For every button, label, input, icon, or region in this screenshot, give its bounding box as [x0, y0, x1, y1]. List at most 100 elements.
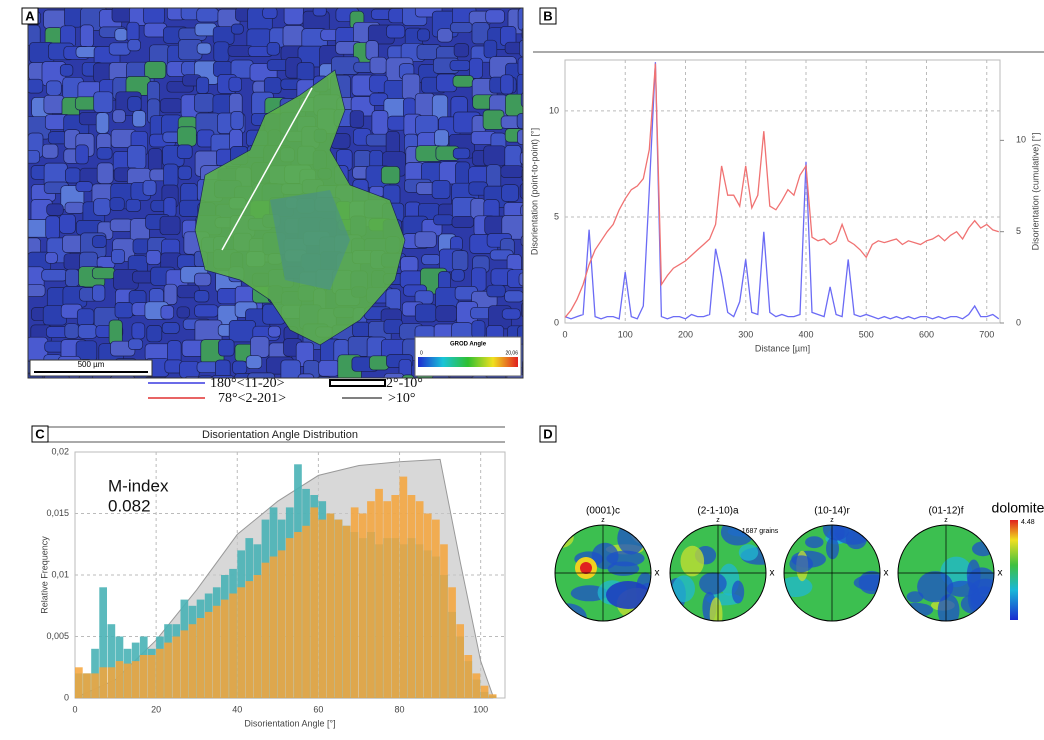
- grain: [148, 148, 163, 173]
- grain: [59, 213, 76, 234]
- pole-figure: [555, 525, 651, 621]
- grain: [369, 355, 390, 371]
- histogram-bar: [261, 562, 270, 698]
- y-tick-label: 5: [554, 211, 559, 221]
- panel-letter: C: [35, 426, 45, 441]
- x-axis-label: Disorientation Angle [°]: [244, 718, 335, 728]
- colorbar-min: 0: [420, 350, 423, 356]
- grain: [449, 59, 471, 71]
- histogram-bar: [91, 673, 99, 698]
- histogram-bar: [188, 624, 197, 698]
- grain: [159, 98, 183, 114]
- grain: [520, 92, 523, 108]
- x-tick-label: 80: [395, 704, 405, 714]
- grain: [414, 303, 437, 323]
- pole-label: (01-12)f: [928, 506, 963, 517]
- grain: [522, 293, 523, 309]
- grain: [266, 42, 280, 56]
- colorbar-max: 20,06: [505, 350, 518, 356]
- x-tick-label: 700: [979, 329, 994, 339]
- phase-label: dolomite: [992, 500, 1044, 516]
- grain: [177, 126, 197, 147]
- grain: [230, 111, 244, 130]
- grain: [108, 42, 131, 56]
- grain: [46, 80, 62, 96]
- grain: [184, 375, 204, 378]
- panel-letter-box: [21, 7, 39, 25]
- histogram-bar: [172, 636, 181, 698]
- histogram-bar: [204, 611, 213, 698]
- grain: [312, 8, 327, 17]
- grain: [349, 110, 365, 129]
- histogram-bar: [164, 642, 172, 698]
- grain: [28, 78, 44, 94]
- legend-label: >10°: [388, 391, 416, 406]
- grain: [471, 320, 486, 339]
- data-line: [564, 63, 999, 318]
- y-tick-label: 0: [64, 692, 69, 702]
- grain: [197, 375, 214, 378]
- grain: [45, 251, 58, 264]
- y-tick-label: 0,02: [51, 446, 69, 456]
- grain: [112, 109, 126, 124]
- grain: [193, 290, 210, 303]
- pole-density: [617, 525, 646, 555]
- grain: [196, 42, 212, 55]
- grain: [127, 145, 147, 170]
- grain: [64, 201, 85, 214]
- grain: [455, 161, 471, 186]
- y2-tick-label: 0: [1016, 317, 1021, 327]
- grain: [232, 360, 248, 375]
- x-axis-label: Distance [µm]: [755, 343, 810, 353]
- grain: [352, 321, 371, 338]
- grain: [77, 324, 98, 339]
- x-tick-label: 300: [738, 329, 753, 339]
- x-tick-label: 60: [313, 704, 323, 714]
- grain: [505, 93, 523, 117]
- grain: [41, 143, 59, 159]
- grain: [521, 27, 523, 40]
- legend-label: 78°<2-201>: [218, 391, 286, 406]
- histogram-bar: [456, 624, 464, 698]
- histogram-bar: [448, 587, 456, 698]
- pole-label: (0001)c: [586, 506, 620, 517]
- grain: [519, 39, 523, 58]
- x-tick-label: 0: [562, 329, 567, 339]
- grain: [75, 181, 93, 193]
- grain: [28, 149, 40, 164]
- grain: [109, 197, 125, 211]
- grain: [114, 28, 128, 42]
- grain: [519, 183, 523, 200]
- grain: [486, 284, 506, 298]
- grain: [218, 339, 235, 357]
- grain: [453, 43, 470, 58]
- grain: [501, 308, 521, 320]
- histogram-bar: [237, 587, 245, 698]
- grain: [452, 75, 474, 88]
- grain: [114, 302, 134, 319]
- pole-density: [709, 597, 723, 621]
- grain: [92, 235, 107, 248]
- data-line: [564, 62, 1000, 320]
- colorbar-box: [414, 336, 522, 377]
- grain: [371, 110, 389, 136]
- pole-figure: [670, 525, 766, 621]
- histogram-bar: [115, 661, 124, 698]
- histogram-bar: [383, 501, 391, 698]
- grain: [177, 165, 192, 180]
- grain: [41, 269, 68, 282]
- map-frame: [27, 7, 524, 379]
- grain: [59, 64, 74, 77]
- pole-density: [607, 561, 640, 576]
- panel-letter-box: [31, 425, 49, 443]
- grain: [91, 267, 116, 280]
- histogram-bar: [472, 673, 481, 698]
- pole-density: [845, 529, 867, 550]
- y-tick-label: 10: [549, 105, 559, 115]
- pole-density: [830, 525, 845, 541]
- grain: [520, 204, 523, 217]
- histogram-bar: [277, 550, 286, 698]
- grain: [127, 96, 142, 112]
- colorbar: [418, 357, 518, 367]
